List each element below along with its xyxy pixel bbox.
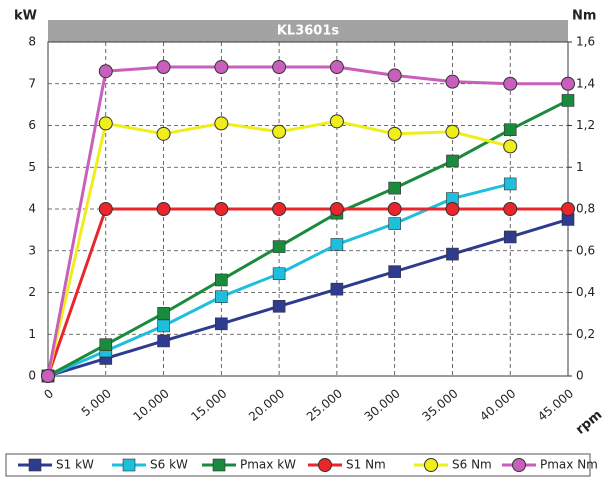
series-line [46,65,568,377]
point [388,181,401,195]
point [272,299,286,313]
point [388,265,401,278]
point [157,307,170,320]
legend-marker [512,458,526,472]
point [387,126,402,141]
point [99,338,113,351]
point [272,60,287,75]
point [446,247,459,261]
point [98,116,113,131]
x-tick-label: 45.000 [535,386,576,424]
y-tick-label: 5 [28,160,36,174]
point [503,123,517,136]
series-line [47,99,569,378]
point [503,139,518,154]
legend-box [5,453,591,477]
y-tick-label: 7 [28,76,36,90]
y-axis-label: kW [14,9,37,24]
point [503,177,517,191]
point [272,124,287,139]
point [503,76,518,91]
legend-marker [424,458,438,472]
y2-tick-label: 0,8 [576,202,595,216]
y-tick-label: 4 [28,202,36,216]
point [503,230,517,244]
point [330,282,344,296]
legend-label: Pmax Nm [540,458,598,472]
point [561,94,575,107]
x-tick-label: 20.000 [246,386,287,424]
x-tick-label: 40.000 [477,386,518,424]
x-tick-label: 25.000 [304,386,345,424]
series-line [47,218,569,378]
point [503,202,518,216]
y-tick-label: 8 [28,35,36,49]
y-tick-label: 0 [28,369,36,383]
x-tick-label: 15.000 [188,386,229,424]
x-tick-label: 35.000 [419,386,460,424]
point [157,319,170,333]
legend-label: Pmax kW [240,458,296,472]
chart-title: KL3601s [277,24,340,39]
y2-tick-label: 0 [576,369,584,383]
point [156,126,171,141]
x-tick-label: 10.000 [131,386,172,424]
x-tick-label: 0 [41,386,56,402]
y-tick-label: 2 [28,285,36,299]
x-axis-label: rpm [573,407,605,437]
legend-label: S1 kW [56,458,94,472]
point [446,154,459,168]
point [388,217,401,230]
point [214,116,229,131]
y-tick-label: 3 [28,243,36,257]
point [215,290,228,303]
point [157,334,170,348]
title-bar [48,20,568,42]
y2-tick-label: 1,2 [576,118,595,132]
point [445,202,460,216]
point [387,202,402,216]
legend-marker [122,458,136,472]
point [329,114,344,129]
y2-tick-label: 0,4 [576,285,595,299]
series-line [46,207,568,377]
y2-tick-label: 0,2 [576,327,595,341]
y2-tick-label: 1 [576,160,584,174]
point [214,60,229,75]
legend-marker [318,458,332,472]
point [272,267,286,281]
point [156,60,171,75]
y2-tick-label: 0,6 [576,243,595,257]
legend-marker [212,458,226,472]
point [445,124,460,139]
point [445,74,460,89]
y-tick-label: 6 [28,118,36,132]
point [214,202,229,216]
y2-axis-label: Nm [572,9,596,24]
point [156,202,171,216]
point [329,60,344,75]
point [215,273,228,287]
legend-label: S6 Nm [452,458,492,472]
point [561,202,575,216]
x-tick-label: 30.000 [362,386,403,424]
point [98,202,113,216]
legend-label: S6 kW [150,458,188,472]
y-tick-label: 1 [28,327,36,341]
x-tick-label: 5.000 [79,386,114,419]
point [272,240,286,253]
legend-label: S1 Nm [346,458,386,472]
point [215,317,228,331]
point [561,76,575,91]
y2-tick-label: 1,6 [576,35,595,49]
point [330,238,344,251]
point [41,369,55,383]
point [98,64,113,79]
legend-marker [28,458,42,472]
point [387,68,402,83]
point [329,202,344,216]
point [272,202,287,216]
y2-tick-label: 1,4 [576,76,595,90]
